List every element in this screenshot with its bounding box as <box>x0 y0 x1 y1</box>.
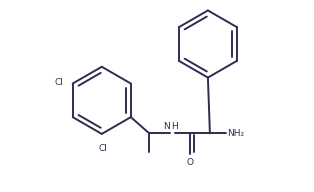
Text: H: H <box>171 122 178 131</box>
Text: O: O <box>187 158 194 167</box>
Text: Cl: Cl <box>54 78 63 87</box>
Text: Cl: Cl <box>98 144 107 153</box>
Text: N: N <box>163 122 169 131</box>
Text: NH₂: NH₂ <box>227 129 244 138</box>
